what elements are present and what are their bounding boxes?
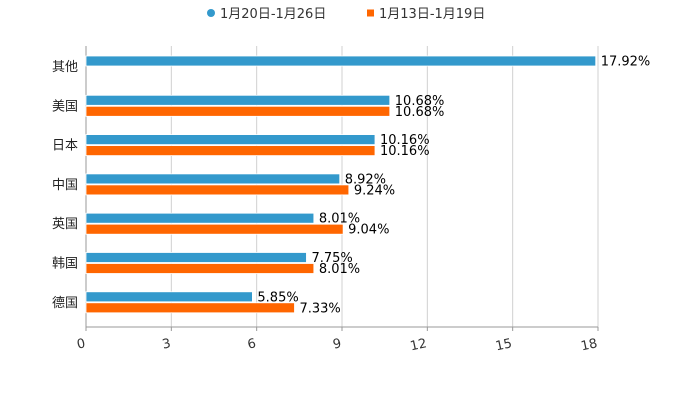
bar-series-1[interactable]	[85, 173, 341, 185]
x-tick-label: 3	[161, 336, 172, 352]
data-label: 5.85%	[257, 290, 298, 305]
legend-label-series-2[interactable]: 1月13日-1月19日	[379, 7, 485, 22]
data-label: 8.92%	[345, 172, 386, 187]
legend: 1月20日-1月26日 1月13日-1月19日	[207, 7, 485, 22]
category-label: 德国	[52, 296, 78, 311]
bar-series-1[interactable]	[85, 291, 253, 303]
legend-label-series-1[interactable]: 1月20日-1月26日	[220, 7, 326, 22]
category-label: 其他	[52, 60, 78, 75]
data-label: 7.75%	[311, 251, 352, 266]
category-label: 中国	[52, 178, 78, 193]
x-tick-label: 6	[246, 336, 257, 352]
data-labels: 17.92% 10.68%10.68% 10.16%10.16% 8.92%9.24%…	[257, 55, 650, 317]
data-label: 8.01%	[319, 262, 360, 277]
data-label: 8.01%	[319, 212, 360, 227]
x-tick-label: 18	[580, 336, 599, 354]
bar-series-1[interactable]	[85, 212, 315, 224]
bar-series-2[interactable]	[85, 184, 350, 196]
x-tick-label: 15	[494, 336, 513, 354]
data-label: 10.68%	[395, 105, 445, 120]
bar-series-2[interactable]	[85, 223, 344, 235]
data-label: 9.04%	[348, 223, 389, 238]
legend-marker-series-1	[207, 9, 215, 17]
data-label: 10.68%	[395, 94, 445, 109]
bar-series-1[interactable]	[85, 55, 597, 67]
x-tick-label: 0	[76, 336, 87, 352]
category-label: 美国	[52, 99, 78, 114]
bar-series-2[interactable]	[85, 302, 295, 314]
bar-series-1[interactable]	[85, 134, 376, 146]
x-tick-label: 12	[409, 336, 428, 354]
category-label: 日本	[52, 139, 78, 154]
bar-series-1[interactable]	[85, 252, 307, 263]
data-label: 10.16%	[380, 144, 430, 159]
x-axis-tick-labels: 0 3 6 9 12 15 18	[76, 336, 599, 354]
data-label: 7.33%	[299, 301, 340, 316]
legend-marker-series-2	[367, 9, 374, 17]
data-label: 17.92%	[601, 55, 651, 70]
data-label: 10.16%	[380, 133, 430, 148]
data-label: 9.24%	[354, 183, 395, 198]
category-label: 韩国	[52, 257, 78, 272]
bar-series-1[interactable]	[85, 94, 391, 106]
bar-series-2[interactable]	[85, 105, 391, 117]
category-label: 英国	[52, 217, 78, 232]
bar-series-2[interactable]	[85, 263, 315, 274]
bars	[85, 55, 597, 314]
bar-series-2[interactable]	[85, 145, 376, 157]
x-tick-label: 9	[332, 336, 343, 352]
